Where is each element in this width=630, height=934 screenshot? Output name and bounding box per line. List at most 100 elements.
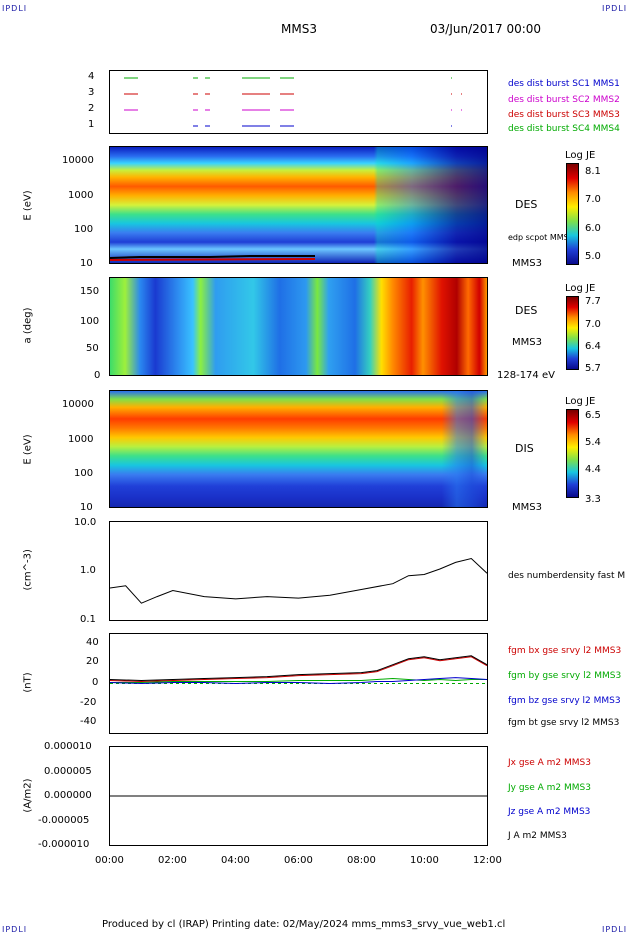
page-title: MMS3: [281, 22, 317, 36]
bfield-legend-by: fgm by gse srvy l2 MMS3: [508, 671, 622, 681]
x-tick: 08:00: [347, 855, 376, 866]
page-datetime: 03/Jun/2017 00:00: [430, 22, 542, 36]
burst-ytick: 1: [88, 119, 95, 130]
dis-energy-spectrogram: [109, 390, 488, 508]
dis-energy-cb-tick: 4.4: [585, 464, 601, 475]
current-plot: [110, 795, 487, 797]
dis-energy-colorbar: [566, 409, 579, 498]
des-energy-probe: MMS3: [512, 258, 542, 269]
burst-panel: [109, 70, 488, 134]
des-energy-ytick: 100: [74, 224, 94, 235]
bfield-bt-line: [109, 655, 488, 682]
x-tick: 06:00: [284, 855, 313, 866]
bfield-ylabel: (nT): [22, 672, 34, 693]
des-pitch-cb-tick: 5.7: [585, 363, 601, 374]
x-tick: 00:00: [95, 855, 124, 866]
des-pitch-probe: MMS3: [512, 337, 542, 348]
burst-legend-mms4: des dist burst SC4 MMS4: [508, 124, 620, 134]
des-energy-colorbar: [566, 163, 579, 265]
des-pitch-cb-tick: 7.7: [585, 296, 601, 307]
x-tick: 02:00: [158, 855, 187, 866]
des-energy-spectrogram: [109, 146, 488, 264]
corner-tag-tr: IPDLI: [602, 4, 628, 13]
density-panel: [109, 521, 488, 621]
burst-ytick: 3: [88, 87, 95, 98]
x-tick: 04:00: [221, 855, 250, 866]
density-series-line: [109, 557, 488, 604]
burst-ytick: 4: [88, 71, 95, 82]
dis-energy-ytick: 1000: [68, 434, 94, 445]
des-energy-cb-tick: 8.1: [585, 166, 601, 177]
des-pitch-ylabel: a (deg): [22, 307, 34, 344]
burst-legend-mms1: des dist burst SC1 MMS1: [508, 79, 620, 89]
des-pitch-cb-title: Log JE: [565, 283, 596, 294]
des-pitch-ytick: 100: [80, 316, 100, 327]
current-legend-j: J A m2 MMS3: [508, 831, 567, 841]
dis-energy-cb-tick: 3.3: [585, 494, 601, 505]
footer-credit: Produced by cl (IRAP) Printing date: 02/…: [102, 919, 506, 930]
current-ylabel: (A/m2): [22, 778, 34, 813]
current-ytick: -0.000005: [38, 815, 90, 826]
current-legend-jx: Jx gse A m2 MMS3: [508, 758, 591, 768]
des-pitch-range: 128-174 eV: [497, 370, 555, 381]
dis-energy-ylabel: E (eV): [22, 434, 34, 465]
des-pitch-colorbar: [566, 296, 579, 370]
bfield-panel: [109, 633, 488, 734]
density-legend: des numberdensity fast M: [508, 571, 626, 581]
bfield-legend-bz: fgm bz gse srvy l2 MMS3: [508, 696, 621, 706]
x-tick: 12:00: [473, 855, 502, 866]
corner-tag-tl: IPDLI: [2, 4, 28, 13]
bfield-ytick: 40: [86, 637, 99, 648]
des-pitch-cb-tick: 6.4: [585, 341, 601, 352]
corner-tag-br: IPDLI: [602, 925, 628, 934]
des-energy-ylabel: E (eV): [22, 190, 34, 221]
des-energy-cb-tick: 6.0: [585, 223, 601, 234]
des-energy-cb-title: Log JE: [565, 150, 596, 161]
bfield-legend-bx: fgm bx gse srvy l2 MMS3: [508, 646, 622, 656]
current-legend-jz: Jz gse A m2 MMS3: [508, 807, 591, 817]
dis-energy-cb-title: Log JE: [565, 396, 596, 407]
current-legend-jy: Jy gse A m2 MMS3: [508, 783, 591, 793]
des-energy-label: DES: [515, 198, 538, 211]
dis-energy-cb-tick: 5.4: [585, 437, 601, 448]
current-ytick: 0.000005: [44, 766, 92, 777]
scpot-label: edp scpot MMS3: [508, 233, 574, 242]
bfield-ytick: -40: [80, 716, 97, 727]
des-energy-cb-tick: 7.0: [585, 194, 601, 205]
density-ytick: 0.1: [80, 614, 96, 625]
dis-energy-ytick: 10: [80, 502, 93, 513]
bfield-bz-line: [109, 677, 488, 685]
des-pitch-label: DES: [515, 304, 538, 317]
dis-energy-probe: MMS3: [512, 502, 542, 513]
des-pitch-ytick: 150: [80, 286, 100, 297]
dis-energy-ytick: 100: [74, 468, 94, 479]
des-pitch-ytick: 0: [94, 370, 101, 381]
burst-plot: [124, 77, 462, 127]
des-energy-ytick: 10000: [62, 155, 94, 166]
current-panel: [109, 746, 488, 846]
dis-energy-cb-tick: 6.5: [585, 410, 601, 421]
density-ytick: 10.0: [74, 517, 97, 528]
bfield-legend-bt: fgm bt gse srvy l2 MMS3: [508, 718, 620, 728]
scpot-overlay: [110, 255, 316, 261]
current-ytick: -0.000010: [38, 839, 90, 850]
x-tick: 10:00: [410, 855, 439, 866]
burst-ytick: 2: [88, 103, 95, 114]
des-pitch-ytick: 50: [86, 343, 99, 354]
dis-energy-label: DIS: [515, 442, 534, 455]
des-energy-cb-tick: 5.0: [585, 251, 601, 262]
burst-legend-mms2: des dist burst SC2 MMS2: [508, 95, 620, 105]
bfield-ytick: 0: [92, 677, 99, 688]
burst-legend-mms3: des dist burst SC3 MMS3: [508, 110, 620, 120]
corner-tag-bl: IPDLI: [2, 925, 28, 934]
current-ytick: 0.000010: [44, 741, 92, 752]
bfield-ytick: -20: [80, 697, 97, 708]
current-ytick: 0.000000: [44, 790, 92, 801]
des-pitch-spectrogram: [109, 277, 488, 376]
bfield-bx-line: [109, 656, 488, 683]
bfield-plot: [109, 655, 488, 685]
density-ylabel: (cm^-3): [22, 549, 34, 591]
density-ytick: 1.0: [80, 565, 96, 576]
des-energy-ytick: 1000: [68, 190, 94, 201]
density-plot: [109, 557, 488, 604]
